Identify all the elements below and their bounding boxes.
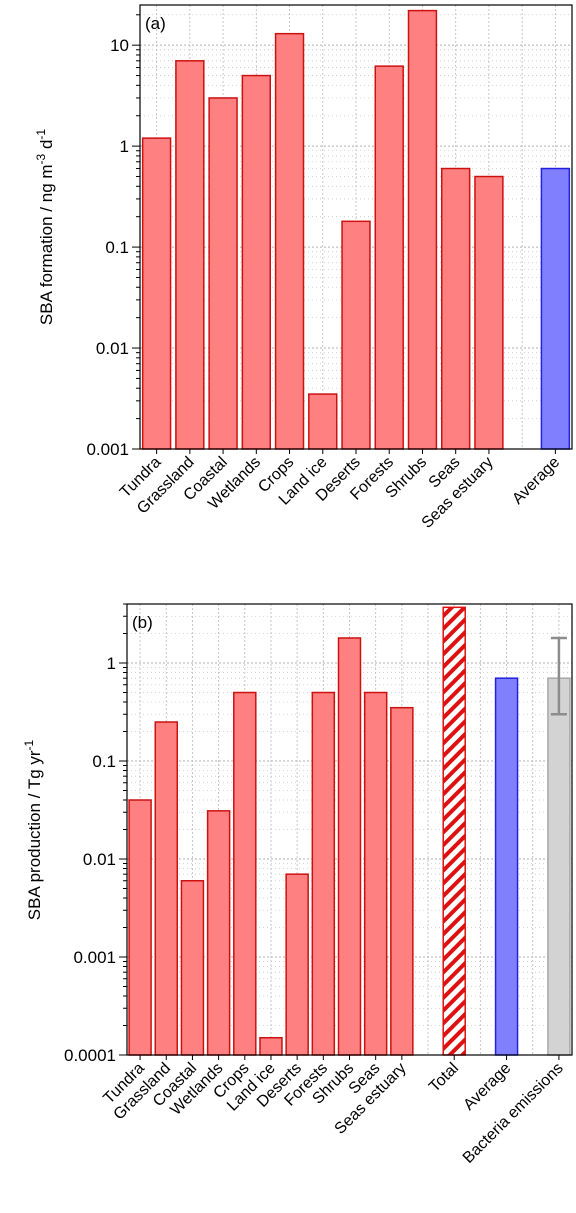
bar-seas-estuary-b [390,706,414,1056]
bar-wetlands-a [241,74,272,450]
bar-shrubs-a [407,9,438,450]
bar-coastal-a [208,97,238,450]
panel-label-a: (a) [145,14,166,33]
bar-average-b [494,677,519,1056]
y-tick-label: 0.0001 [64,1046,116,1065]
x-tick-label-average: Average [509,454,563,508]
bar-land-ice-b [259,1036,283,1056]
bar-wetlands-b [206,810,231,1056]
bar-forests-b [311,691,336,1056]
x-tick-label-total: Total [426,1060,462,1096]
bar-average-a [540,167,571,450]
bar-crops-a [274,32,305,450]
x-tick-label-bacteria-emissions: Bacteria emissions [460,1060,567,1167]
bar-deserts-a [341,220,371,450]
bar-grassland-a [175,60,205,450]
bar-crops-b [233,691,257,1056]
y-axis-title-a: SBA formation / ng m-3 d-1 [34,129,56,325]
bar-bacteria-emissions-b [547,677,571,1056]
bar-total-b [442,606,466,1056]
bar-shrubs-b [337,637,362,1056]
bar-seas-estuary-a [474,175,504,450]
bar-tundra-a [141,137,172,450]
y-tick-label: 0.01 [83,850,116,869]
x-tick-label-average: Average [460,1060,514,1114]
bar-land-ice-a [308,393,338,450]
y-tick-label: 1 [120,137,129,156]
panel-label-b: (b) [132,613,153,632]
bar-tundra-b [128,799,152,1056]
bar-seas-b [363,691,388,1056]
bar-grassland-b [154,721,179,1056]
y-tick-label: 1 [107,654,116,673]
y-axis-title-b: SBA production / Tg yr-1 [22,739,44,920]
bar-forests-a [374,65,404,450]
bar-coastal-b [180,879,205,1056]
bar-deserts-b [285,873,309,1056]
y-tick-label: 0.01 [96,339,129,358]
y-tick-label: 0.001 [86,440,129,459]
y-tick-label: 0.1 [92,752,116,771]
y-tick-label: 10 [110,36,129,55]
y-tick-label: 0.001 [73,948,116,967]
y-tick-label: 0.1 [105,238,129,257]
bar-seas-a [440,167,471,450]
